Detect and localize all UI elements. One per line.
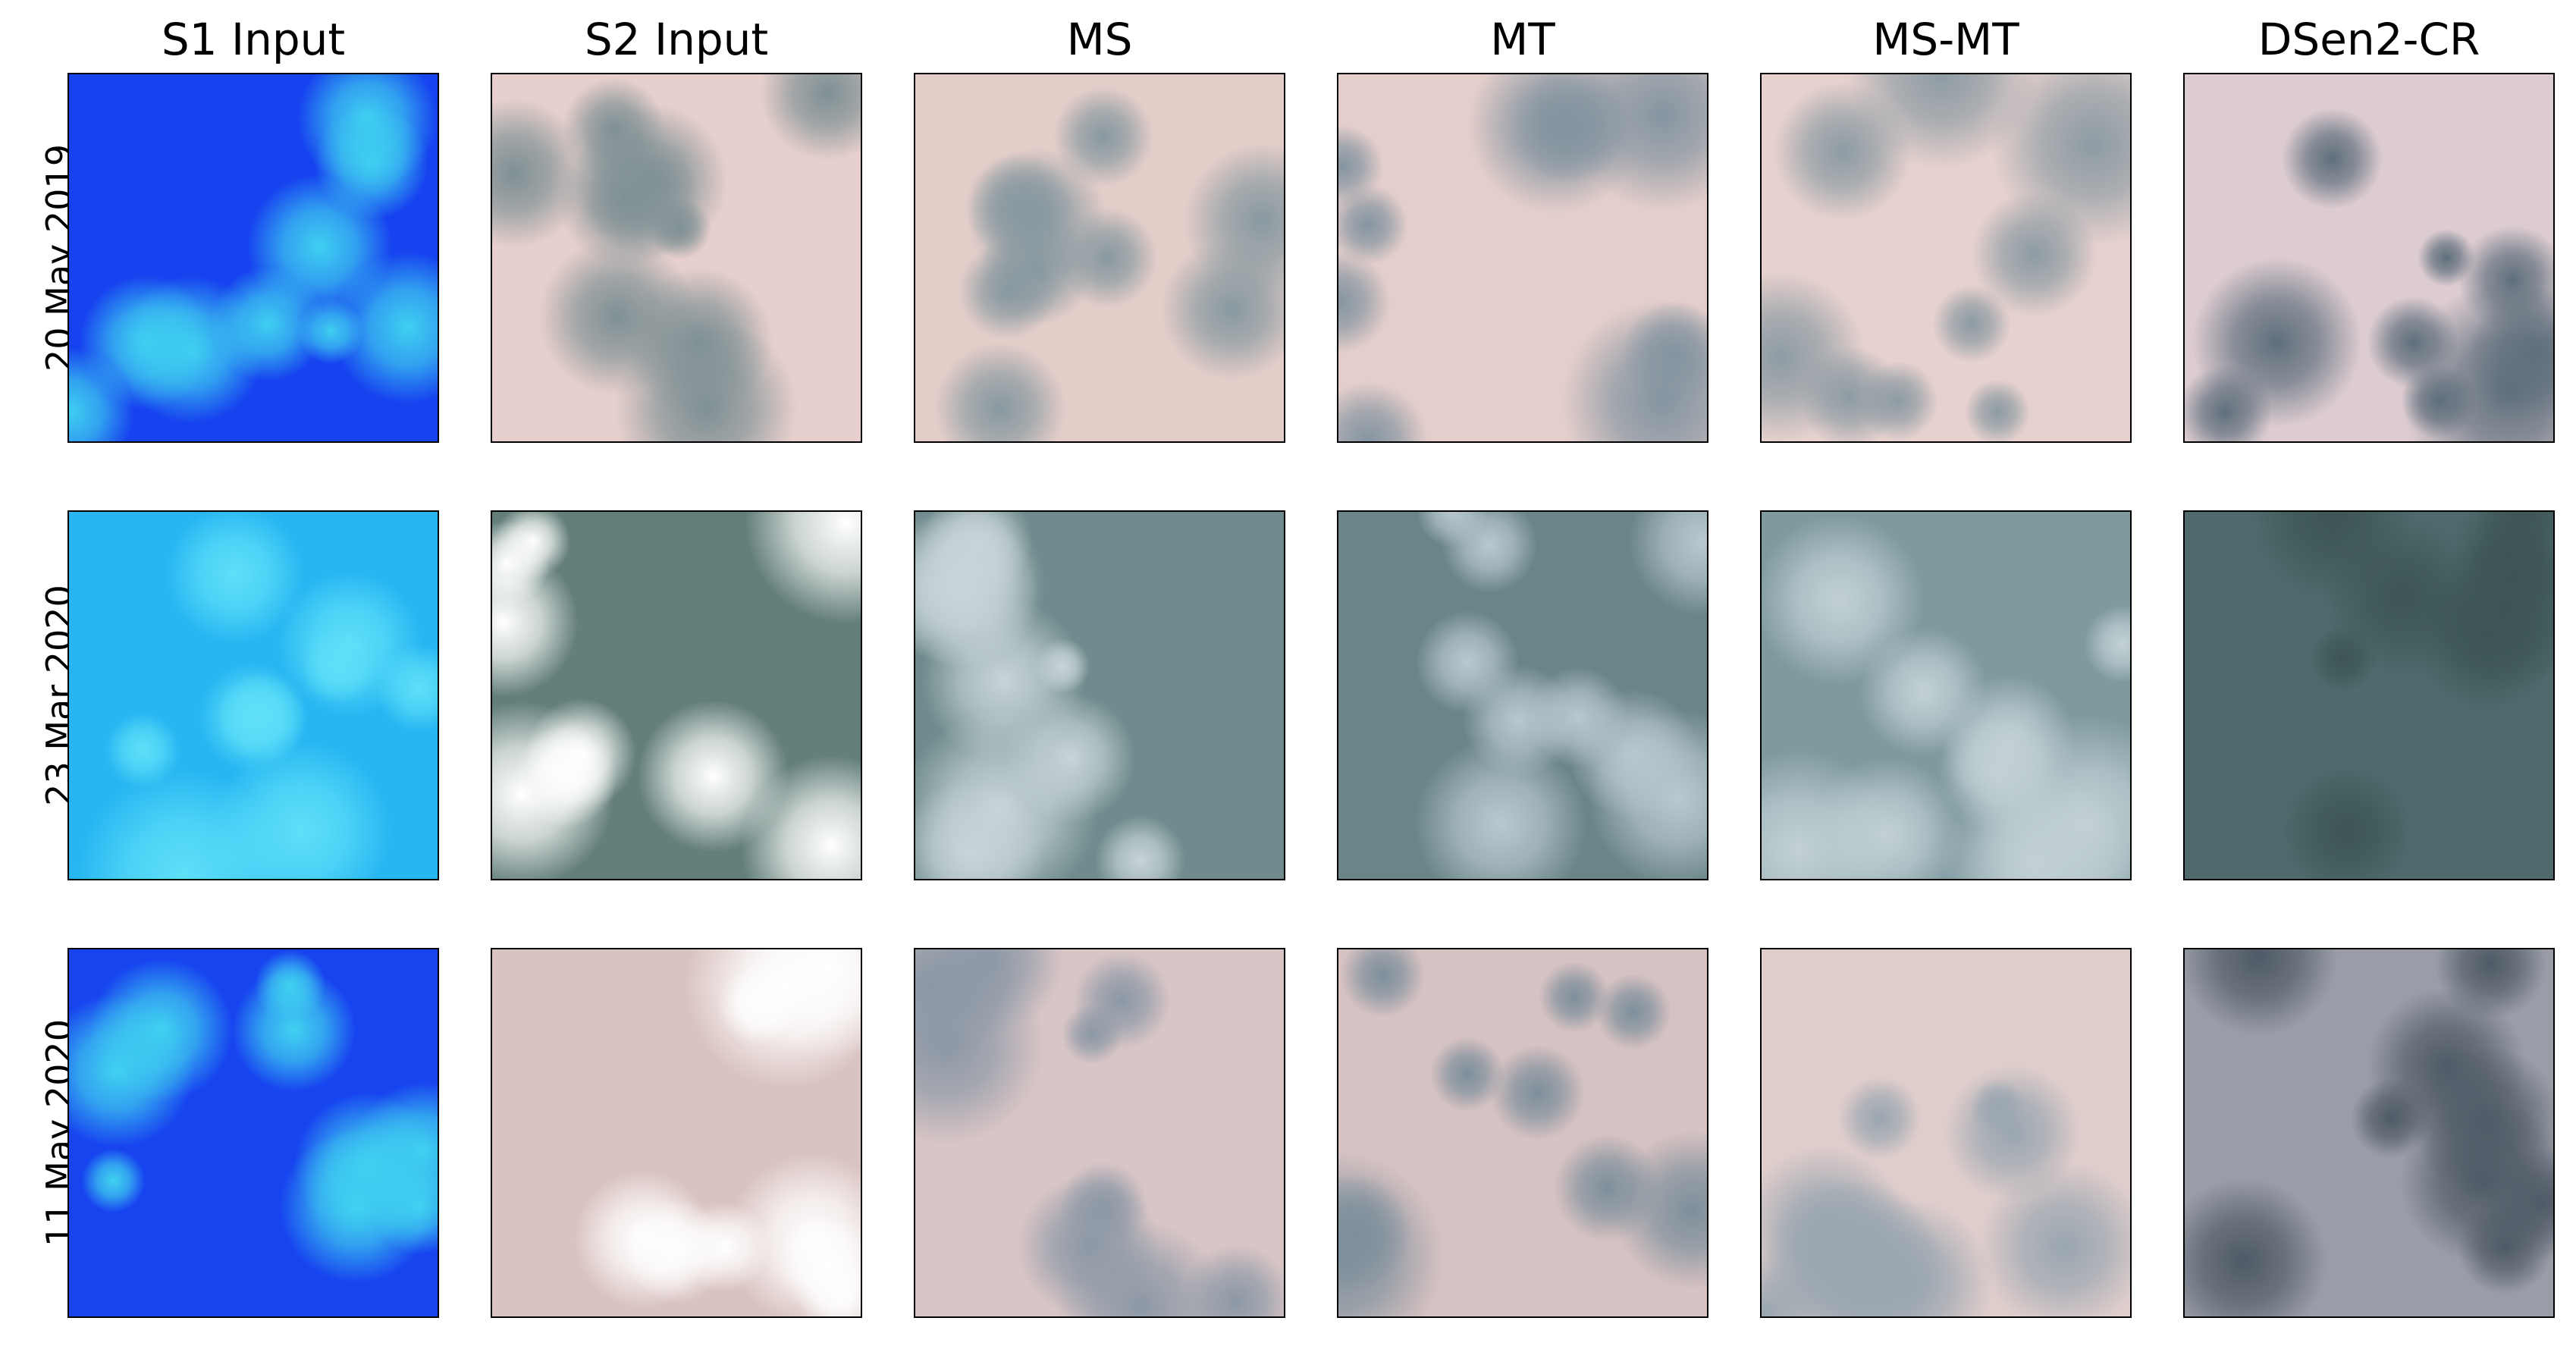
image-panel: [2183, 510, 2555, 880]
image-panel: [914, 510, 1285, 880]
column-title: MS-MT: [1872, 14, 2019, 65]
column-title: S2 Input: [584, 14, 769, 65]
image-panel: [491, 948, 862, 1318]
image-panel: [1337, 73, 1708, 443]
image-panel: [1760, 73, 2132, 443]
column-title: MT: [1490, 14, 1555, 65]
image-panel: [491, 73, 862, 443]
image-panel: [2183, 73, 2555, 443]
image-panel: [914, 73, 1285, 443]
image-panel: [1760, 948, 2132, 1318]
column-title: MS: [1066, 14, 1133, 65]
column-title: DSen2-CR: [2258, 14, 2480, 65]
image-panel: [1337, 948, 1708, 1318]
image-panel: [67, 73, 439, 443]
image-panel: [67, 510, 439, 880]
image-panel: [914, 948, 1285, 1318]
image-panel: [1337, 510, 1708, 880]
column-title: S1 Input: [161, 14, 346, 65]
image-panel: [67, 948, 439, 1318]
image-panel: [1760, 510, 2132, 880]
image-panel: [2183, 948, 2555, 1318]
image-panel: [491, 510, 862, 880]
